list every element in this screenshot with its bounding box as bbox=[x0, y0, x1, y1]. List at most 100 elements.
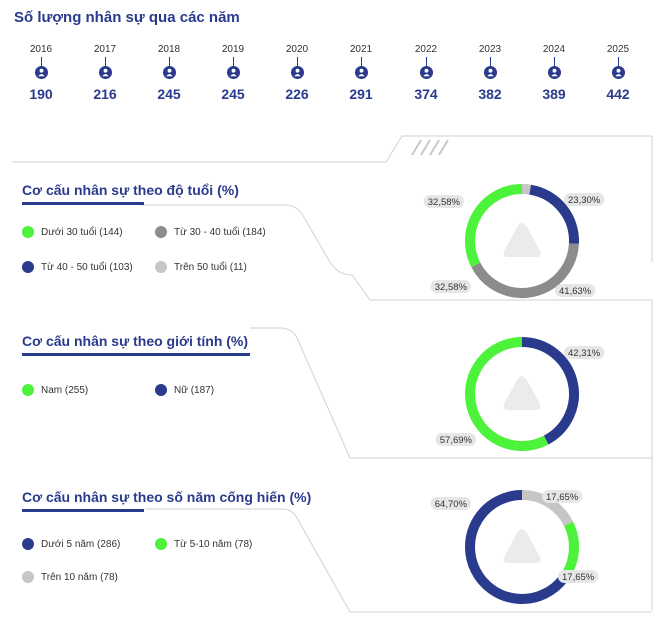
timeline-year: 2019 bbox=[221, 44, 245, 55]
timeline-value: 291 bbox=[349, 86, 373, 102]
slice-label-pill bbox=[430, 497, 471, 510]
legend-swatch bbox=[155, 226, 167, 238]
legend-item: Dưới 5 năm (286) bbox=[22, 538, 120, 550]
person-icon bbox=[226, 66, 240, 79]
slice-label-pill bbox=[555, 284, 596, 297]
tenure-donut-chart: 64,70% 17,65% 17,65% bbox=[430, 490, 599, 604]
slice-percent-label: 17,65% bbox=[562, 572, 595, 583]
timeline-tick bbox=[489, 57, 491, 66]
slice-label-pill bbox=[435, 433, 476, 446]
gender-donut-chart: 42,31% 57,69% bbox=[435, 337, 605, 451]
legend-label: Từ 5-10 năm (78) bbox=[174, 538, 253, 550]
timeline-tick bbox=[360, 57, 362, 66]
timeline-tick bbox=[40, 57, 42, 66]
timeline-tick bbox=[232, 57, 234, 66]
tenure-title-underline bbox=[22, 509, 144, 512]
slice-percent-label: 42,31% bbox=[568, 348, 601, 359]
timeline-value: 382 bbox=[478, 86, 502, 102]
legend-item: Từ 5-10 năm (78) bbox=[155, 538, 252, 550]
person-icon bbox=[419, 66, 433, 79]
legend-item: Dưới 30 tuổi (144) bbox=[22, 226, 123, 238]
gender-title-underline bbox=[22, 353, 250, 356]
donut-slice bbox=[465, 337, 549, 451]
slice-label-pill bbox=[542, 490, 583, 503]
person-icon bbox=[483, 66, 497, 79]
legend-swatch bbox=[155, 384, 167, 396]
legend-label: Từ 30 - 40 tuổi (184) bbox=[174, 226, 266, 238]
donut-slice bbox=[529, 184, 579, 244]
legend-item: Từ 40 - 50 tuổi (103) bbox=[22, 261, 133, 273]
slice-label-pill bbox=[423, 195, 464, 208]
legend-label: Trên 50 tuổi (11) bbox=[174, 261, 247, 273]
timeline-item: 2023 382 bbox=[465, 44, 515, 102]
page-title: Số lượng nhân sự qua các năm bbox=[14, 9, 240, 26]
legend-item: Nam (255) bbox=[22, 384, 88, 396]
slice-label-pill bbox=[564, 346, 605, 359]
slice-label-pill bbox=[558, 570, 599, 583]
slice-percent-label: 32,58% bbox=[435, 282, 468, 293]
legend-swatch bbox=[22, 226, 34, 238]
timeline-year: 2016 bbox=[29, 44, 53, 55]
slice-percent-label: 32,58% bbox=[428, 197, 461, 208]
timeline-year: 2021 bbox=[349, 44, 373, 55]
timeline-item: 2016 190 bbox=[16, 44, 66, 102]
timeline-tick bbox=[296, 57, 298, 66]
timeline-year: 2023 bbox=[478, 44, 502, 55]
legend-swatch bbox=[155, 538, 167, 550]
legend-label: Nữ (187) bbox=[174, 384, 215, 396]
donut-slice bbox=[471, 243, 579, 298]
person-icon bbox=[547, 66, 561, 79]
timeline-tick bbox=[168, 57, 170, 66]
timeline-tick bbox=[425, 57, 427, 66]
center-triangle-icon bbox=[503, 529, 541, 563]
legend-label: Trên 10 năm (78) bbox=[41, 571, 118, 583]
legend-swatch bbox=[22, 261, 34, 273]
legend-item: Nữ (187) bbox=[155, 384, 214, 396]
person-icon bbox=[98, 66, 112, 79]
timeline-value: 245 bbox=[221, 86, 245, 102]
legend-item: Từ 30 - 40 tuổi (184) bbox=[155, 226, 266, 238]
tenure-chart-title: Cơ cấu nhân sự theo số năm cống hiến (%) bbox=[22, 489, 312, 505]
timeline-value: 226 bbox=[285, 86, 309, 102]
person-icon bbox=[290, 66, 304, 79]
person-icon bbox=[611, 66, 625, 79]
timeline-item: 2017 216 bbox=[80, 44, 130, 102]
gender-chart-title: Cơ cấu nhân sự theo giới tính (%) bbox=[22, 333, 249, 349]
timeline-year: 2018 bbox=[157, 44, 181, 55]
timeline-year: 2025 bbox=[606, 44, 630, 55]
timeline-value: 216 bbox=[93, 86, 117, 102]
center-triangle-icon bbox=[503, 376, 541, 410]
legend-swatch bbox=[155, 261, 167, 273]
timeline-item: 2025 442 bbox=[593, 44, 643, 102]
slice-label-pill bbox=[430, 280, 471, 293]
timeline-year: 2022 bbox=[414, 44, 438, 55]
age-donut-chart: 32,58% 23,30% 32,58% 41,63% bbox=[423, 183, 605, 298]
legend-swatch bbox=[22, 571, 34, 583]
timeline-value: 245 bbox=[157, 86, 181, 102]
person-icon bbox=[162, 66, 176, 79]
center-triangle-icon bbox=[503, 223, 541, 257]
timeline-year: 2020 bbox=[285, 44, 309, 55]
slice-percent-label: 64,70% bbox=[435, 499, 468, 510]
timeline-item: 2018 245 bbox=[144, 44, 194, 102]
timeline-tick bbox=[553, 57, 555, 66]
legend-item: Trên 10 năm (78) bbox=[22, 571, 118, 583]
slice-percent-label: 23,30% bbox=[568, 195, 601, 206]
timeline-value: 374 bbox=[414, 86, 438, 102]
donut-slice bbox=[521, 337, 579, 445]
timeline-value: 389 bbox=[542, 86, 566, 102]
legend-label: Dưới 30 tuổi (144) bbox=[41, 226, 123, 238]
timeline-item: 2021 291 bbox=[336, 44, 386, 102]
headcount-timeline: 2016 190 2017 216 2018 245 2019 245 2020 226 2021 2… bbox=[14, 44, 654, 114]
legend-label: Dưới 5 năm (286) bbox=[41, 538, 121, 550]
timeline-item: 2024 389 bbox=[529, 44, 579, 102]
timeline-year: 2017 bbox=[93, 44, 117, 55]
legend-label: Nam (255) bbox=[41, 384, 89, 396]
donut-slice bbox=[465, 184, 523, 268]
timeline-item: 2020 226 bbox=[272, 44, 322, 102]
legend-swatch bbox=[22, 384, 34, 396]
slice-percent-label: 17,65% bbox=[546, 492, 579, 503]
slice-label-pill bbox=[564, 193, 605, 206]
timeline-value: 442 bbox=[606, 86, 630, 102]
